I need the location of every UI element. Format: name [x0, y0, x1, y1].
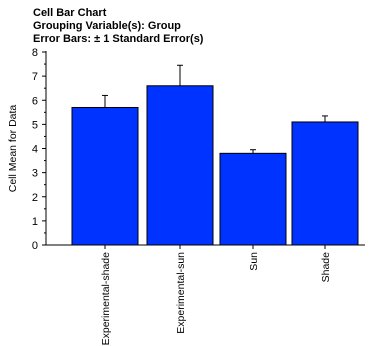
plot-area: Experimental-shade Experimental-sun Sun Sha…	[7, 47, 365, 345]
y-tick-label-3: 3	[32, 168, 38, 180]
y-axis-label: Cell Mean for Data	[7, 105, 19, 193]
bar-2	[219, 152, 287, 246]
y-tick-label-0: 0	[32, 240, 38, 252]
y-tick-label-7: 7	[32, 71, 38, 83]
y-tick-label-2: 2	[32, 192, 38, 204]
y-tick-label-8: 8	[32, 47, 38, 59]
chart-title-block: Cell Bar Chart Grouping Variable(s): Gro…	[33, 7, 203, 46]
bar-1	[146, 85, 214, 246]
x-tick-label-0: Experimental-shade	[100, 252, 112, 346]
y-tick-label-5: 5	[32, 119, 38, 131]
x-tick-label-3: Shade	[320, 252, 332, 283]
x-tick-label-2: Sun	[248, 252, 260, 271]
y-tick-label-6: 6	[32, 95, 38, 107]
bar-0	[71, 106, 139, 246]
y-tick-label-4: 4	[32, 144, 38, 156]
chart-title: Cell Bar Chart	[33, 7, 107, 19]
bar-3	[291, 121, 359, 246]
chart-subtitle-error-bars: Error Bars: ± 1 Standard Error(s)	[33, 33, 204, 45]
y-tick-label-1: 1	[32, 216, 38, 228]
chart-subtitle-grouping: Grouping Variable(s): Group	[33, 20, 181, 32]
x-tick-label-1: Experimental-sun	[175, 252, 187, 334]
